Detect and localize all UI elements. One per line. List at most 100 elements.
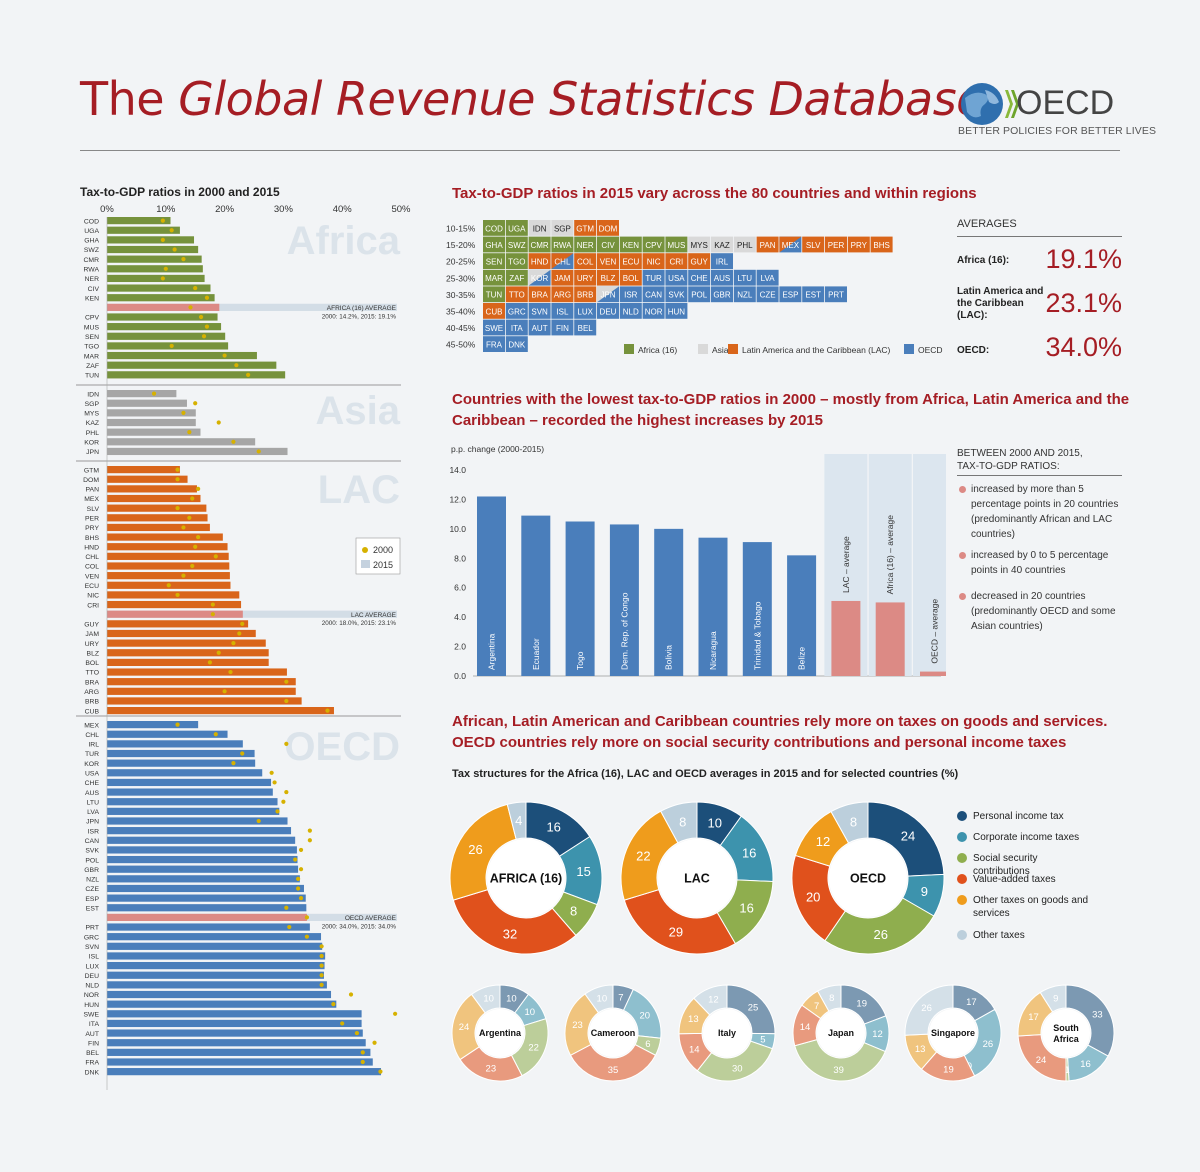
- legend-label: Personal income tax: [973, 811, 1064, 822]
- country-code: NIC: [647, 258, 661, 267]
- donut-segment: [623, 889, 737, 955]
- country-code: KOR: [84, 761, 99, 768]
- country-code: DOM: [599, 224, 618, 233]
- country-code: GRC: [508, 307, 526, 316]
- dot-2000: [298, 867, 304, 872]
- cell-bg: [619, 269, 642, 286]
- donut-segment: [569, 1043, 657, 1082]
- category-label: Bolivia: [664, 645, 674, 670]
- country-code: BHS: [873, 241, 889, 250]
- bar-2015: [107, 313, 218, 321]
- donut-label: Italy: [718, 1028, 736, 1038]
- legend-swatch: [904, 344, 914, 354]
- country-code: USA: [668, 274, 685, 283]
- donut-hole: [1042, 1009, 1090, 1057]
- country-code: PRT: [828, 291, 844, 300]
- cell-bg: [642, 303, 665, 319]
- country-code: SVN: [85, 944, 99, 951]
- dot-2000: [284, 905, 289, 910]
- average-note: 2000: 34.0%, 2015: 34.0%: [322, 923, 397, 930]
- cell-bg: [711, 253, 733, 269]
- dot-2000: [163, 266, 168, 271]
- donut-label: OECD: [850, 871, 886, 885]
- increase-bar: [875, 602, 905, 676]
- legend-swatch-2015: [361, 560, 370, 568]
- country-code: VEN: [85, 573, 99, 580]
- country-code: TUR: [85, 751, 99, 758]
- segment-value: 12: [816, 834, 830, 849]
- dot-2000: [378, 1069, 383, 1074]
- category-label: Africa (16) – average: [885, 515, 895, 595]
- legend-dot: [957, 853, 967, 863]
- country-code: GHA: [84, 238, 99, 245]
- country-code: TGO: [84, 344, 99, 351]
- country-code: AUT: [85, 1031, 99, 1038]
- cell-bg: [597, 269, 619, 286]
- bar-2015: [107, 788, 273, 796]
- region-watermark: Africa: [287, 219, 401, 263]
- cell-bg: [505, 319, 528, 336]
- logo-tagline: BETTER POLICIES FOR BETTER LIVES: [958, 125, 1157, 137]
- dot-2000: [304, 915, 310, 920]
- cell-bg: [665, 269, 688, 286]
- dot-2000: [198, 314, 204, 320]
- donut-hole: [829, 839, 907, 917]
- country-code: CHE: [691, 274, 708, 283]
- cell-bg: [733, 286, 756, 303]
- average-band: [107, 610, 397, 618]
- legend-label: Social security contributions: [973, 853, 1038, 877]
- cell-bg: [642, 253, 665, 269]
- dot-2000: [284, 698, 289, 704]
- legend-label: Latin America and the Caribbean (LAC): [742, 345, 891, 355]
- chevron-icon: [1005, 90, 1013, 118]
- segment-value: 15: [576, 864, 590, 879]
- country-code: CUB: [85, 708, 100, 715]
- bar-2015: [107, 707, 334, 715]
- bar-2015: [107, 1029, 363, 1037]
- country-code: GUY: [691, 258, 709, 267]
- cell-bg: [483, 220, 505, 236]
- averages-rule: [957, 236, 1122, 237]
- dot-2000: [296, 876, 301, 881]
- cell-bg: [551, 236, 574, 253]
- country-code: GBR: [713, 291, 731, 300]
- cell-bg: [802, 286, 825, 303]
- cell-bg: [825, 236, 847, 253]
- dot-2000: [160, 218, 165, 223]
- country-code: NIC: [87, 593, 99, 600]
- dot-2000: [298, 896, 304, 901]
- country-code: SWE: [84, 1012, 100, 1019]
- dot-2000: [354, 1030, 359, 1036]
- averages-title: AVERAGES: [957, 218, 1017, 230]
- country-code: BHS: [85, 535, 99, 542]
- dot-2000: [196, 534, 201, 540]
- bar-2015: [107, 274, 205, 283]
- cell-bg: [619, 303, 642, 319]
- country-code: PAN: [86, 487, 100, 494]
- legend-label: OECD: [918, 345, 943, 355]
- country-code: BRB: [85, 699, 99, 706]
- country-code: CIV: [601, 241, 615, 250]
- dot-2000: [393, 1011, 398, 1016]
- country-code: KAZ: [714, 241, 730, 250]
- country-code: FRA: [85, 1060, 99, 1067]
- country-code: PRY: [851, 241, 868, 250]
- dot-2000: [240, 751, 245, 756]
- segment-value: 23: [486, 1064, 497, 1075]
- dot-2000: [307, 828, 312, 833]
- legend-dot-2000: [362, 547, 368, 553]
- bar-2015: [107, 639, 266, 647]
- country-code: FIN: [88, 1040, 99, 1047]
- dot-2000: [231, 641, 236, 646]
- segment-value: 16: [742, 845, 756, 860]
- bar-2015: [107, 1000, 337, 1008]
- bar-2015: [107, 265, 203, 273]
- increase-bar: [920, 671, 946, 676]
- cell-split: [779, 236, 802, 253]
- segment-value: 7: [814, 1001, 819, 1012]
- cell-bg: [551, 220, 574, 236]
- cell-bg: [597, 253, 619, 269]
- country-code: BLZ: [601, 274, 616, 283]
- dot-2000: [319, 973, 324, 978]
